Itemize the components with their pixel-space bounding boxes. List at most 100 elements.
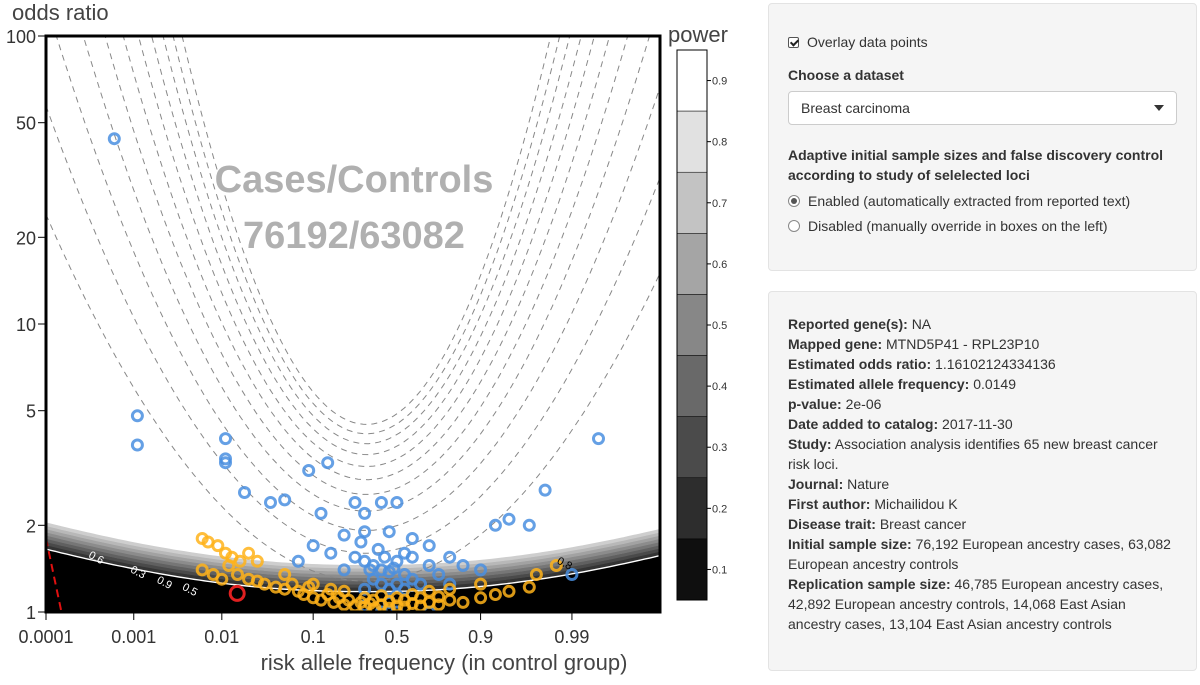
study-details-panel: Reported gene(s): NA Mapped gene: MTND5P…	[768, 291, 1197, 671]
x-tick-label: 0.01	[204, 627, 239, 647]
power-contour	[151, 36, 582, 456]
data-point	[324, 546, 338, 560]
x-axis-label: risk allele frequency (in control group)	[261, 650, 628, 675]
data-point	[488, 588, 502, 601]
initial-sample: Initial sample size: 76,192 European anc…	[788, 534, 1177, 574]
data-point	[502, 512, 516, 526]
y-tick-label: 20	[16, 228, 36, 248]
dataset-select[interactable]: Breast carcinoma	[788, 91, 1177, 125]
study-key: Study:	[788, 436, 832, 452]
mapped-gene: Mapped gene: MTND5P41 - RPL23P10	[788, 334, 1177, 354]
highlight-point	[228, 584, 246, 602]
radio-enabled-row[interactable]: Enabled (automatically extracted from re…	[788, 188, 1177, 213]
x-tick-label: 0.001	[111, 627, 156, 647]
data-point	[337, 584, 351, 598]
x-tick-label: 0.5	[384, 627, 409, 647]
data-point	[390, 605, 404, 612]
data-point	[337, 528, 351, 542]
data-point	[358, 506, 372, 520]
y-tick-label: 10	[16, 315, 36, 335]
legend-tick-label: 0.6	[712, 259, 727, 271]
power-legend: 0.9 0.8 0.7 0.6 0.5 0.4 0.3 0.2 0.1	[676, 49, 727, 601]
data-point	[456, 559, 470, 572]
legend-tick-label: 0.3	[712, 442, 727, 454]
data-point	[502, 584, 516, 598]
disease-trait-key: Disease trait:	[788, 516, 876, 532]
y-axis-label: odds ratio	[12, 0, 109, 25]
legend-title: power	[668, 22, 728, 47]
data-point	[219, 456, 232, 470]
first-author: First author: Michailidou K	[788, 494, 1177, 514]
power-contour	[122, 36, 611, 481]
data-point	[130, 409, 144, 423]
data-point	[374, 605, 388, 612]
data-points	[107, 132, 605, 612]
radio-disabled[interactable]	[788, 219, 800, 232]
data-point	[592, 432, 605, 446]
legend-tick-label: 0.1	[712, 564, 727, 576]
power-band	[46, 538, 660, 585]
legend-swatch	[676, 416, 708, 479]
data-point	[488, 518, 502, 532]
data-point	[302, 464, 316, 477]
radio-enabled[interactable]	[788, 194, 800, 207]
replication-sample: Replication sample size: 46,785 European…	[788, 574, 1177, 634]
journal: Journal: Nature	[788, 474, 1177, 494]
x-tick-label: 0.9	[468, 627, 493, 647]
overlay-checkbox[interactable]	[788, 36, 799, 48]
mapped-gene-value: MTND5P41 - RPL23P10	[886, 336, 1040, 352]
data-point	[422, 559, 436, 572]
estimated-frequency-key: Estimated allele frequency:	[788, 376, 970, 392]
data-point	[398, 546, 411, 560]
data-point	[219, 432, 232, 446]
legend-tick-label: 0.4	[712, 381, 727, 393]
data-point	[432, 598, 446, 612]
data-point	[195, 563, 209, 577]
data-point	[130, 438, 144, 452]
x-axis: 0.0001 0.001 0.01 0.1 0.5 0.9 0.99	[18, 612, 589, 647]
data-point	[285, 577, 299, 591]
legend-tick-label: 0.8	[712, 137, 727, 149]
y-axis: 100 50 20 10 5 2 1	[6, 27, 46, 623]
data-point	[538, 483, 552, 497]
data-point	[456, 595, 470, 609]
power-contour	[46, 214, 660, 582]
data-point	[474, 591, 488, 605]
estimated-odds: Estimated odds ratio: 1.16102124334136	[788, 354, 1177, 374]
data-point	[522, 518, 536, 532]
overlay-sample-counts: 76192/63082	[243, 215, 465, 257]
overlay-checkbox-row[interactable]: Overlay data points	[788, 32, 1177, 52]
legend-swatch	[676, 171, 708, 234]
data-point	[390, 554, 404, 568]
data-point	[238, 486, 251, 499]
legend-swatch	[676, 233, 708, 295]
reported-genes-value: NA	[911, 316, 932, 332]
radio-disabled-row[interactable]: Disabled (manually override in boxes on …	[788, 213, 1177, 238]
data-point	[443, 582, 457, 596]
data-point	[222, 559, 236, 572]
data-point	[382, 601, 396, 612]
data-point	[522, 580, 536, 594]
x-tick-label: 0.1	[301, 627, 326, 647]
x-tick-label: 0.0001	[18, 627, 73, 647]
reported-genes: Reported gene(s): NA	[788, 314, 1177, 334]
initial-sample-key: Initial sample size:	[788, 536, 912, 552]
data-point	[414, 591, 427, 605]
data-point	[371, 542, 385, 556]
data-point	[258, 577, 271, 591]
legend-swatch	[676, 110, 708, 173]
data-point	[366, 593, 380, 607]
data-point	[387, 561, 401, 575]
initial-sample-value: 76,192 European ancestry cases, 63,082 E…	[788, 536, 1171, 572]
disease-trait: Disease trait: Breast cancer	[788, 514, 1177, 534]
data-point	[337, 563, 351, 577]
data-point	[354, 535, 368, 549]
data-point	[278, 568, 292, 581]
legend-swatch	[676, 538, 708, 601]
legend-tick-label: 0.2	[712, 503, 727, 515]
data-point	[233, 554, 247, 568]
legend-tick-label: 0.9	[712, 76, 727, 88]
power-band	[46, 525, 660, 572]
data-point	[474, 577, 488, 591]
p-value-value: 2e-06	[845, 396, 882, 412]
